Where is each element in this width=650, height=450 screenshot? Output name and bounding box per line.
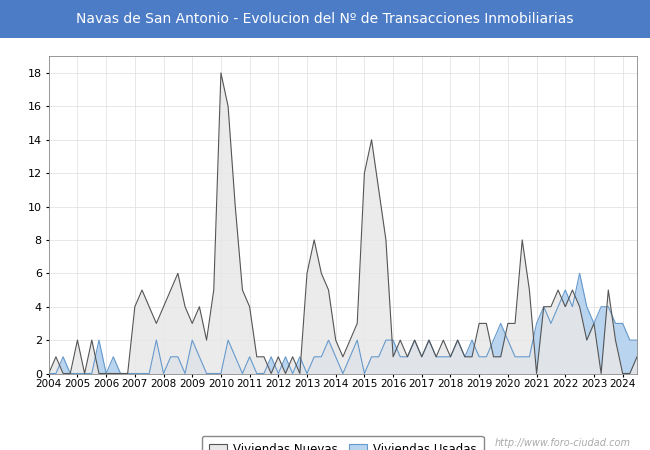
Text: http://www.foro-ciudad.com: http://www.foro-ciudad.com (495, 438, 630, 448)
Text: Navas de San Antonio - Evolucion del Nº de Transacciones Inmobiliarias: Navas de San Antonio - Evolucion del Nº … (76, 12, 574, 26)
Legend: Viviendas Nuevas, Viviendas Usadas: Viviendas Nuevas, Viviendas Usadas (202, 436, 484, 450)
